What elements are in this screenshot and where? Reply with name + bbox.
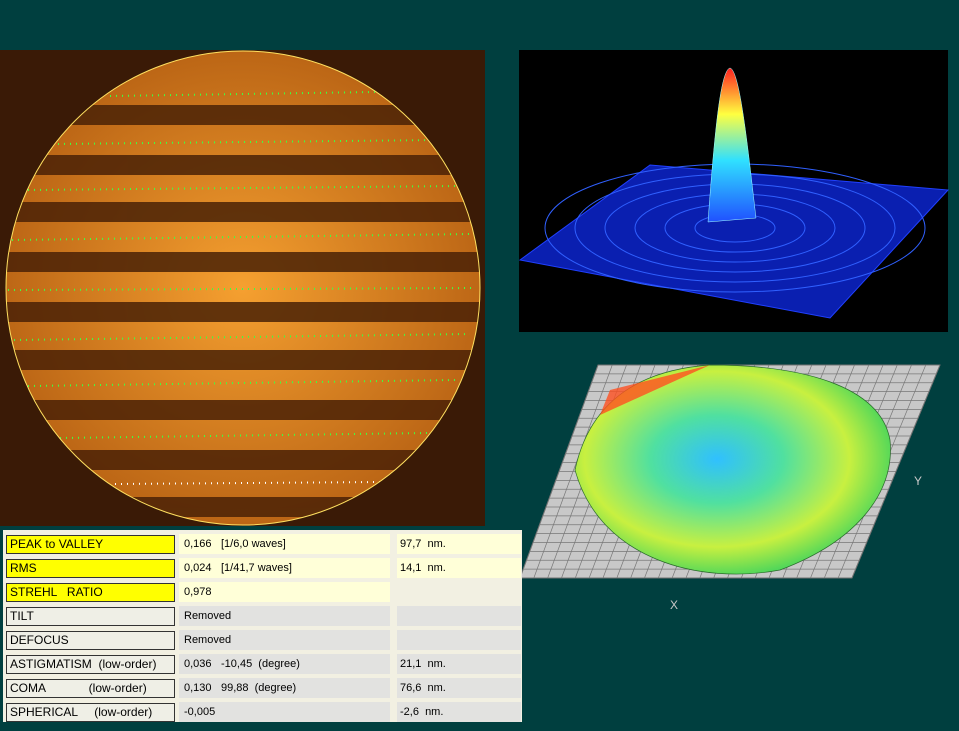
result-value: -0,005	[184, 706, 216, 718]
interferogram	[6, 51, 480, 525]
result-row: ASTIGMATISM (low-order) 0,036 -10,45 (degr…	[3, 654, 522, 674]
result-value: Removed	[184, 634, 232, 646]
axis-label-x: X	[670, 598, 679, 612]
result-label: DEFOCUS	[6, 631, 175, 650]
wavefront-surface	[519, 364, 941, 579]
result-label: COMA (low-order)	[6, 679, 175, 698]
result-value: 0,036	[184, 658, 212, 670]
axis-label-y: Y	[914, 474, 923, 488]
result-label: PEAK to VALLEY	[6, 535, 175, 554]
result-nm: -2,6 nm.	[397, 702, 521, 722]
aperture-circle	[5, 50, 481, 526]
result-row: COMA (low-order) 0,130 99,88 (degree) 76,6 …	[3, 678, 522, 698]
result-note: -10,45 (degree)	[221, 658, 300, 670]
result-nm	[397, 630, 521, 650]
result-value-cell: Removed	[179, 630, 390, 650]
result-row: RMS 0,024 [1/41,7 waves] 14,1 nm.	[3, 558, 522, 578]
result-note: 99,88 (degree)	[221, 682, 297, 694]
result-label: STREHL RATIO	[6, 583, 175, 602]
result-nm: 97,7 nm.	[397, 534, 521, 554]
result-value-cell: -0,005	[179, 702, 390, 722]
result-nm: 14,1 nm.	[397, 558, 521, 578]
result-label: TILT	[6, 607, 175, 626]
result-value: 0,978	[184, 586, 212, 598]
result-row: TILT Removed	[3, 606, 522, 626]
result-row: STREHL RATIO 0,978	[3, 582, 522, 602]
results-panel: PEAK to VALLEY 0,166 [1/6,0 waves] 97,7 nm.…	[3, 530, 522, 722]
result-note: [1/41,7 waves]	[221, 562, 292, 574]
result-note: [1/6,0 waves]	[221, 538, 286, 550]
result-value-cell: 0,166 [1/6,0 waves]	[179, 534, 390, 554]
result-nm: 21,1 nm.	[397, 654, 521, 674]
result-value-cell: 0,036 -10,45 (degree)	[179, 654, 390, 674]
result-nm	[397, 606, 521, 626]
result-label: RMS	[6, 559, 175, 578]
psf-surface	[518, 67, 950, 319]
result-label: SPHERICAL (low-order)	[6, 703, 175, 722]
result-value: 0,130	[184, 682, 212, 694]
result-nm: 76,6 nm.	[397, 678, 521, 698]
result-value-cell: 0,978	[179, 582, 390, 602]
result-label: ASTIGMATISM (low-order)	[6, 655, 175, 674]
result-value: 0,166	[184, 538, 212, 550]
result-value-cell: 0,130 99,88 (degree)	[179, 678, 390, 698]
result-row: SPHERICAL (low-order) -0,005 -2,6 nm.	[3, 702, 522, 722]
result-value-cell: 0,024 [1/41,7 waves]	[179, 558, 390, 578]
result-row: PEAK to VALLEY 0,166 [1/6,0 waves] 97,7 nm.	[3, 534, 522, 554]
result-row: DEFOCUS Removed	[3, 630, 522, 650]
result-value: Removed	[184, 610, 232, 622]
result-value-cell: Removed	[179, 606, 390, 626]
result-value: 0,024	[184, 562, 212, 574]
